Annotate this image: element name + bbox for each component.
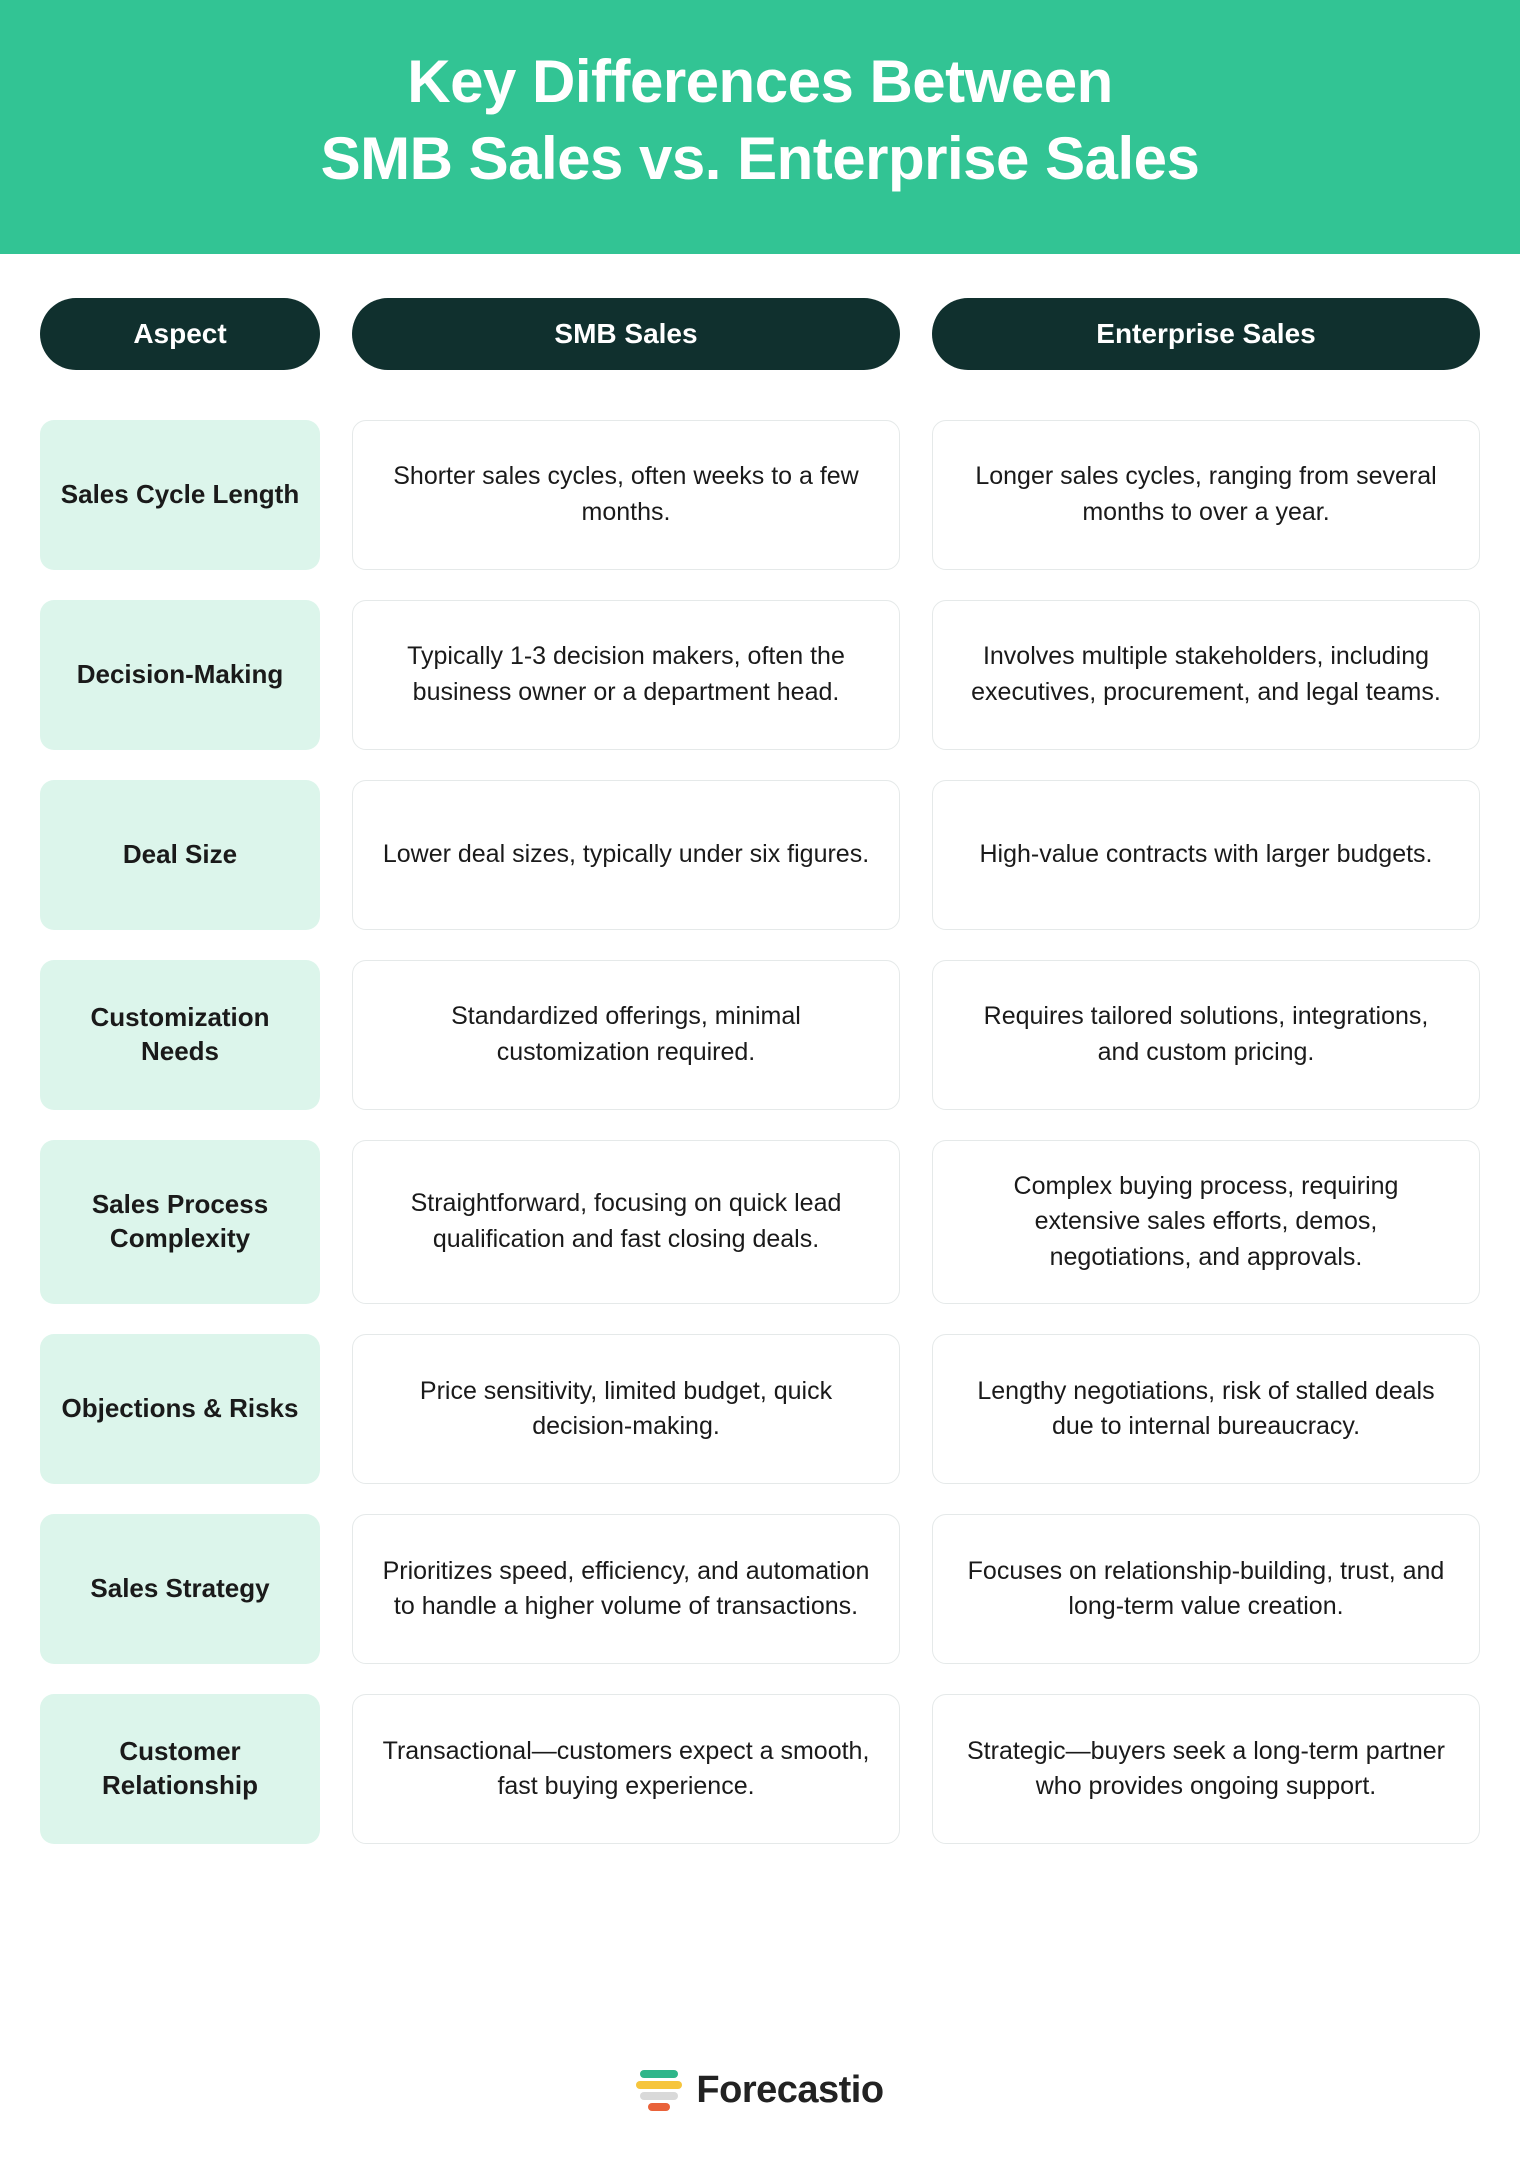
aspect-label: Deal Size: [40, 780, 320, 930]
footer: Forecastio: [0, 2069, 1520, 2112]
page-title: Key Differences Between SMB Sales vs. En…: [40, 44, 1480, 198]
table-row: Sales Cycle LengthShorter sales cycles, …: [40, 420, 1480, 570]
header-smb: SMB Sales: [352, 298, 900, 370]
table-row: Customer RelationshipTransactional—custo…: [40, 1694, 1480, 1844]
enterprise-cell: Longer sales cycles, ranging from severa…: [932, 420, 1480, 570]
aspect-label: Sales Cycle Length: [40, 420, 320, 570]
logo-bar-yellow: [636, 2081, 682, 2089]
enterprise-cell: Focuses on relationship-building, trust,…: [932, 1514, 1480, 1664]
comparison-table: Aspect SMB Sales Enterprise Sales Sales …: [0, 254, 1520, 1845]
table-row: Sales Process ComplexityStraightforward,…: [40, 1140, 1480, 1305]
smb-cell: Straightforward, focusing on quick lead …: [352, 1140, 900, 1305]
table-header-row: Aspect SMB Sales Enterprise Sales: [40, 298, 1480, 370]
logo-bar-orange: [648, 2103, 670, 2111]
title-banner: Key Differences Between SMB Sales vs. En…: [0, 0, 1520, 254]
infographic-page: Key Differences Between SMB Sales vs. En…: [0, 0, 1520, 2160]
aspect-label: Sales Strategy: [40, 1514, 320, 1664]
enterprise-cell: Involves multiple stakeholders, includin…: [932, 600, 1480, 750]
aspect-label: Customer Relationship: [40, 1694, 320, 1844]
aspect-label: Objections & Risks: [40, 1334, 320, 1484]
header-enterprise: Enterprise Sales: [932, 298, 1480, 370]
header-aspect: Aspect: [40, 298, 320, 370]
logo-bar-grey: [640, 2092, 678, 2100]
aspect-label: Decision-Making: [40, 600, 320, 750]
brand-logo-icon: [636, 2070, 682, 2112]
enterprise-cell: Requires tailored solutions, integration…: [932, 960, 1480, 1110]
brand-name: Forecastio: [696, 2069, 883, 2112]
table-row: Objections & RisksPrice sensitivity, lim…: [40, 1334, 1480, 1484]
smb-cell: Lower deal sizes, typically under six fi…: [352, 780, 900, 930]
table-row: Deal SizeLower deal sizes, typically und…: [40, 780, 1480, 930]
smb-cell: Price sensitivity, limited budget, quick…: [352, 1334, 900, 1484]
table-row: Sales StrategyPrioritizes speed, efficie…: [40, 1514, 1480, 1664]
aspect-label: Customization Needs: [40, 960, 320, 1110]
table-row: Decision-MakingTypically 1-3 decision ma…: [40, 600, 1480, 750]
table-row: Customization NeedsStandardized offering…: [40, 960, 1480, 1110]
aspect-label: Sales Process Complexity: [40, 1140, 320, 1305]
smb-cell: Standardized offerings, minimal customiz…: [352, 960, 900, 1110]
smb-cell: Prioritizes speed, efficiency, and autom…: [352, 1514, 900, 1664]
smb-cell: Shorter sales cycles, often weeks to a f…: [352, 420, 900, 570]
smb-cell: Transactional—customers expect a smooth,…: [352, 1694, 900, 1844]
logo-bar-green: [640, 2070, 678, 2078]
table-body: Sales Cycle LengthShorter sales cycles, …: [40, 420, 1480, 1845]
enterprise-cell: Lengthy negotiations, risk of stalled de…: [932, 1334, 1480, 1484]
title-line-1: Key Differences Between: [407, 48, 1112, 115]
enterprise-cell: High-value contracts with larger budgets…: [932, 780, 1480, 930]
title-line-2: SMB Sales vs. Enterprise Sales: [321, 125, 1200, 192]
smb-cell: Typically 1-3 decision makers, often the…: [352, 600, 900, 750]
enterprise-cell: Complex buying process, requiring extens…: [932, 1140, 1480, 1305]
enterprise-cell: Strategic—buyers seek a long-term partne…: [932, 1694, 1480, 1844]
